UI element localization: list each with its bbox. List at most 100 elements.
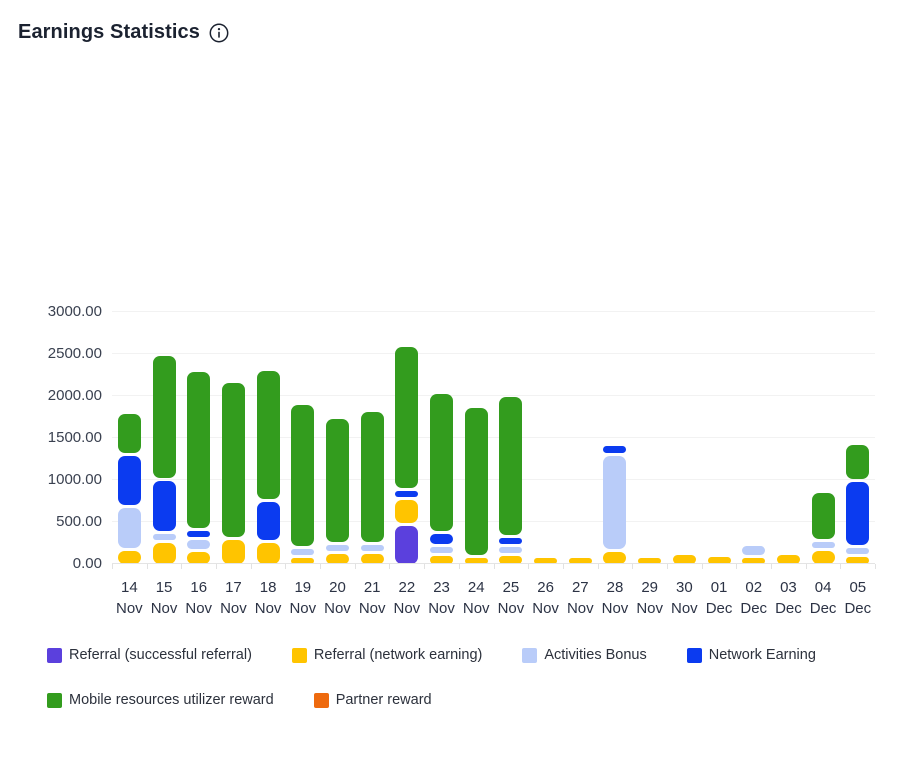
bar-segment-network-earning[interactable] xyxy=(603,446,627,454)
x-axis-line xyxy=(112,563,875,564)
x-axis-tick xyxy=(528,564,530,569)
bar-segment-network-earning[interactable] xyxy=(846,482,870,545)
info-icon[interactable] xyxy=(208,22,230,44)
stacked-bar xyxy=(534,558,558,564)
bar-column-01-Dec xyxy=(702,296,737,564)
bar-segment-activities-bonus[interactable] xyxy=(325,544,349,551)
bar-segment-mobile-reward[interactable] xyxy=(499,396,523,535)
bar-segment-network-earning[interactable] xyxy=(187,531,211,538)
bar-segment-mobile-reward[interactable] xyxy=(846,444,870,480)
bar-segment-referral-network[interactable] xyxy=(360,553,384,564)
bar-segment-referral-network[interactable] xyxy=(117,551,141,564)
bar-column-05-Dec xyxy=(840,296,875,564)
x-axis-label-24-Nov: 24 Nov xyxy=(462,579,490,617)
bar-segment-mobile-reward[interactable] xyxy=(291,404,315,546)
bar-segment-activities-bonus[interactable] xyxy=(742,546,766,555)
bar-column-26-Nov xyxy=(528,296,563,564)
bar-segment-referral-network[interactable] xyxy=(776,555,800,564)
x-axis-label-23-Nov: 23 Nov xyxy=(428,579,455,617)
bar-segment-network-earning[interactable] xyxy=(152,480,176,532)
bar-segment-referral-network[interactable] xyxy=(221,540,245,564)
x-axis-tick xyxy=(216,564,218,569)
bar-segment-referral-network[interactable] xyxy=(499,556,523,564)
bar-segment-referral-network[interactable] xyxy=(395,499,419,523)
bar-segment-activities-bonus[interactable] xyxy=(117,508,141,549)
bar-segment-network-earning[interactable] xyxy=(395,490,419,497)
x-axis-tick xyxy=(770,564,772,569)
bar-segment-referral-network[interactable] xyxy=(811,551,835,564)
bar-segment-referral-network[interactable] xyxy=(603,552,627,564)
x-axis-tick xyxy=(701,564,703,569)
bar-column-24-Nov xyxy=(459,296,494,564)
x-axis-label-29-Nov: 29 Nov xyxy=(636,579,663,617)
legend-label: Network Earning xyxy=(708,647,816,663)
bar-segment-activities-bonus[interactable] xyxy=(152,534,176,541)
bar-segment-mobile-reward[interactable] xyxy=(430,393,454,531)
bar-segment-activities-bonus[interactable] xyxy=(603,456,627,550)
x-axis-tick xyxy=(285,564,287,569)
bar-segment-referral-network[interactable] xyxy=(534,558,558,564)
bar-segment-referral-network[interactable] xyxy=(742,558,766,564)
bar-segment-mobile-reward[interactable] xyxy=(464,407,488,555)
x-axis-tick xyxy=(840,564,842,569)
x-axis-label-14-Nov: 14 Nov xyxy=(116,579,143,617)
bar-segment-referral-network[interactable] xyxy=(846,556,870,564)
x-axis-label-28-Nov: 28 Nov xyxy=(601,579,629,617)
bar-segment-mobile-reward[interactable] xyxy=(811,492,835,540)
legend-item-mobile-reward[interactable]: Mobile resources utilizer reward xyxy=(47,692,274,708)
bar-segment-referral-successful[interactable] xyxy=(395,525,419,564)
bar-segment-referral-network[interactable] xyxy=(707,556,731,564)
stacked-bar xyxy=(187,371,211,564)
x-axis-tick xyxy=(805,564,807,569)
x-axis-label-15-Nov: 15 Nov xyxy=(150,579,178,617)
bar-column-17-Nov xyxy=(216,296,251,564)
gridline-3000.00 xyxy=(112,311,875,312)
bar-segment-mobile-reward[interactable] xyxy=(187,371,211,529)
bar-segment-activities-bonus[interactable] xyxy=(291,548,315,555)
y-axis-label: 500.00 xyxy=(56,513,102,530)
bar-segment-mobile-reward[interactable] xyxy=(325,418,349,542)
x-axis-tick xyxy=(458,564,460,569)
bar-segment-network-earning[interactable] xyxy=(430,533,454,545)
bar-segment-activities-bonus[interactable] xyxy=(430,547,454,554)
bar-segment-referral-network[interactable] xyxy=(187,551,211,564)
bar-segment-mobile-reward[interactable] xyxy=(395,347,419,488)
bar-segment-referral-network[interactable] xyxy=(464,558,488,564)
bar-segment-referral-network[interactable] xyxy=(291,557,315,564)
x-axis-label-16-Nov: 16 Nov xyxy=(185,579,213,617)
bar-segment-activities-bonus[interactable] xyxy=(360,544,384,551)
gridline-2000.00 xyxy=(112,395,875,396)
legend-item-referral-network[interactable]: Referral (network earning) xyxy=(291,647,482,663)
bar-segment-referral-network[interactable] xyxy=(325,553,349,564)
bar-segment-referral-network[interactable] xyxy=(430,556,454,564)
bar-segment-network-earning[interactable] xyxy=(499,537,523,545)
plot-area: 0.00 500.00 1000.00 1500.00 2000.00 2500.00 30… xyxy=(0,296,876,572)
stacked-bar xyxy=(776,555,800,564)
bar-segment-activities-bonus[interactable] xyxy=(187,540,211,549)
stacked-bar xyxy=(221,383,245,564)
bar-segment-referral-network[interactable] xyxy=(672,555,696,564)
legend-item-referral-successful[interactable]: Referral (successful referral) xyxy=(47,647,252,663)
bar-segment-referral-network[interactable] xyxy=(568,558,592,564)
bar-segment-activities-bonus[interactable] xyxy=(846,547,870,554)
legend-swatch-partner-reward xyxy=(313,692,329,708)
legend-item-partner-reward[interactable]: Partner reward xyxy=(313,692,432,708)
legend-label: Partner reward xyxy=(335,692,432,708)
legend-item-activities-bonus[interactable]: Activities Bonus xyxy=(522,647,647,663)
bar-segment-network-earning[interactable] xyxy=(117,456,141,506)
legend-item-network-earning[interactable]: Network Earning xyxy=(686,647,816,663)
bar-segment-mobile-reward[interactable] xyxy=(117,414,141,454)
bar-segment-network-earning[interactable] xyxy=(256,502,280,540)
bar-segment-mobile-reward[interactable] xyxy=(256,371,280,500)
bar-segment-activities-bonus[interactable] xyxy=(811,542,835,549)
bar-segment-referral-network[interactable] xyxy=(256,542,280,564)
bar-column-04-Dec xyxy=(806,296,841,564)
bar-segment-referral-network[interactable] xyxy=(638,557,662,564)
bar-segment-referral-network[interactable] xyxy=(152,543,176,564)
bar-segment-mobile-reward[interactable] xyxy=(152,355,176,478)
bar-segment-activities-bonus[interactable] xyxy=(499,547,523,554)
bar-segment-mobile-reward[interactable] xyxy=(221,383,245,538)
x-axis-label-20-Nov: 20 Nov xyxy=(324,579,351,617)
bar-segment-mobile-reward[interactable] xyxy=(360,412,384,542)
page-title: Earnings Statistics xyxy=(18,20,200,43)
